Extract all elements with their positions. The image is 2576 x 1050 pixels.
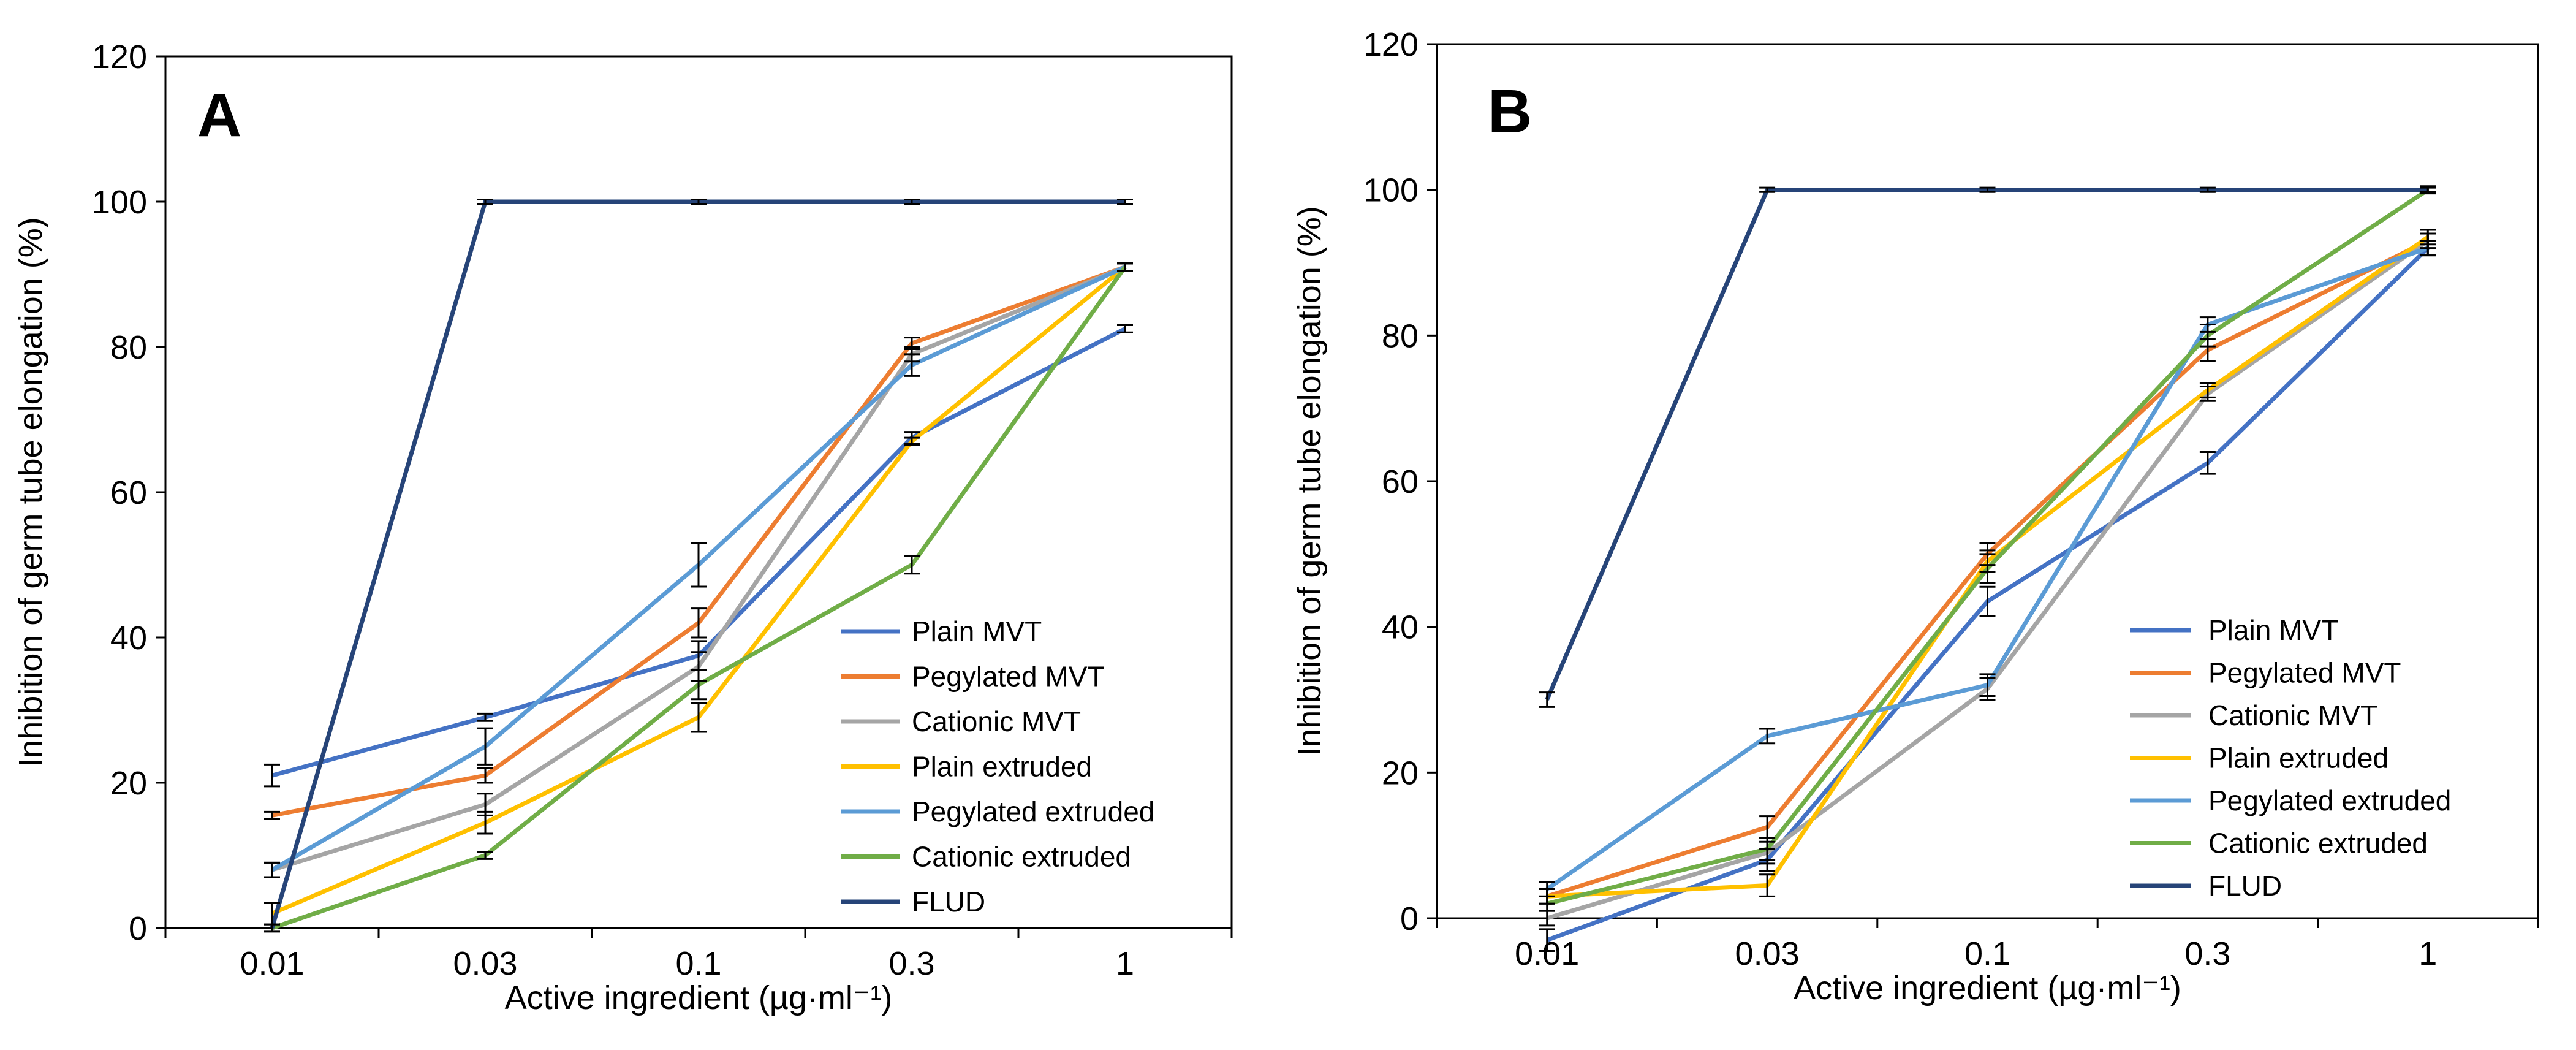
legend-label: Pegylated MVT — [912, 661, 1104, 693]
legend-label: Cationic extruded — [2208, 827, 2428, 859]
legend-label: Cationic extruded — [912, 841, 1131, 873]
x-tick-label: 0.1 — [675, 945, 721, 982]
y-tick-label: 20 — [110, 765, 147, 802]
y-tick-label: 60 — [1382, 463, 1419, 500]
legend-label: Plain extruded — [912, 751, 1092, 783]
y-tick-label: 0 — [1400, 900, 1419, 937]
y-tick-label: 80 — [110, 329, 147, 366]
legend-label: Plain MVT — [912, 615, 1042, 647]
y-tick-label: 40 — [1382, 609, 1419, 646]
legend-label: Pegylated MVT — [2208, 657, 2401, 689]
y-tick-label: 120 — [92, 39, 147, 75]
legend-label: FLUD — [912, 886, 985, 918]
panel-letter: A — [197, 81, 241, 150]
x-tick-label: 0.3 — [2184, 935, 2230, 972]
x-axis-title: Active ingredient (µg·ml⁻¹) — [1794, 970, 2181, 1006]
x-tick-label: 0.1 — [1964, 935, 2010, 972]
y-axis-title: Inhibition of germ tube elongation (%) — [1291, 206, 1328, 756]
x-tick-label: 0.3 — [888, 945, 934, 982]
y-axis-title: Inhibition of germ tube elongation (%) — [12, 217, 49, 767]
y-tick-label: 0 — [129, 910, 147, 947]
legend-label: FLUD — [2208, 870, 2282, 902]
x-tick-label: 1 — [1116, 945, 1134, 982]
y-tick-label: 80 — [1382, 318, 1419, 354]
y-tick-label: 100 — [1363, 172, 1419, 209]
legend-label: Cationic MVT — [2208, 699, 2377, 731]
y-tick-label: 120 — [1363, 26, 1419, 63]
x-axis-title: Active ingredient (µg·ml⁻¹) — [505, 980, 893, 1016]
legend-label: Plain extruded — [2208, 742, 2388, 774]
y-tick-label: 40 — [110, 620, 147, 656]
x-tick-label: 1 — [2419, 935, 2437, 972]
y-tick-label: 20 — [1382, 755, 1419, 791]
legend-label: Plain MVT — [2208, 614, 2338, 646]
y-tick-label: 100 — [92, 184, 147, 221]
panel-letter: B — [1488, 77, 1532, 146]
chart-panel-a: 0 20 40 60 80 100 120 0.01 0.03 0.1 0.3 1 Active ing… — [12, 39, 1233, 1016]
x-tick-label: 0.01 — [240, 945, 304, 982]
legend-label: Pegylated extruded — [912, 796, 1154, 827]
x-tick-label: 0.03 — [1735, 935, 1800, 972]
legend-label: Cationic MVT — [912, 706, 1081, 737]
x-tick-label: 0.03 — [453, 945, 517, 982]
y-tick-label: 60 — [110, 474, 147, 511]
legend-label: Pegylated extruded — [2208, 785, 2451, 816]
